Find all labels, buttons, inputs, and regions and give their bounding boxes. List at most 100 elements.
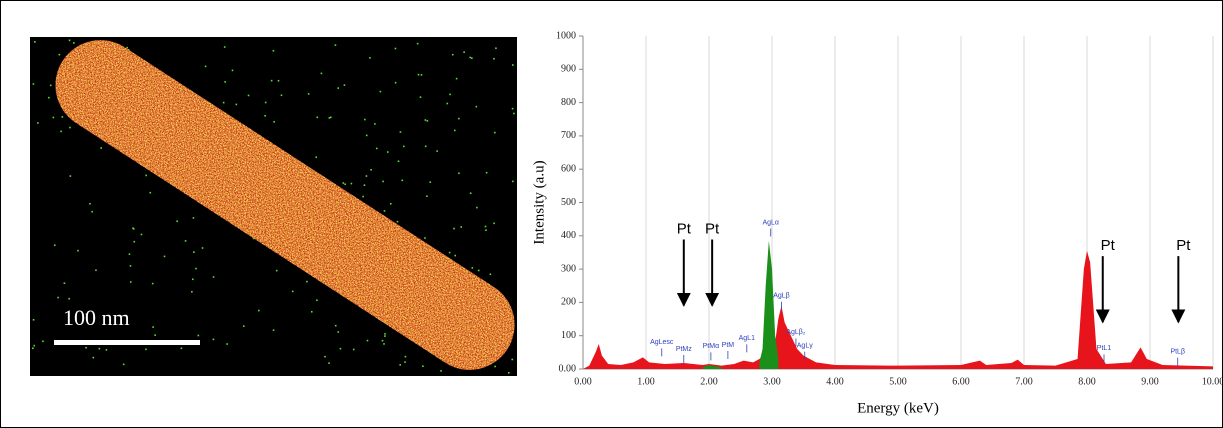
- map-dot: [316, 116, 319, 119]
- map-dot: [176, 220, 178, 223]
- map-dot: [339, 347, 342, 350]
- x-tick-label: 7.00: [1015, 376, 1033, 387]
- spectrum-area: [702, 365, 722, 369]
- map-dot: [342, 182, 345, 184]
- map-dot: [33, 344, 36, 347]
- map-dot: [57, 296, 59, 299]
- map-dot: [375, 147, 378, 150]
- map-dot: [334, 44, 337, 46]
- map-dot: [132, 227, 134, 230]
- map-dot: [453, 129, 456, 132]
- map-dot: [401, 179, 404, 182]
- map-dot: [511, 358, 514, 361]
- map-dot: [424, 237, 426, 239]
- map-dot: [337, 87, 340, 89]
- map-dot: [455, 77, 458, 80]
- map-dot: [133, 240, 136, 243]
- map-dot: [422, 365, 424, 368]
- map-dot: [307, 93, 310, 95]
- map-dot: [42, 340, 44, 343]
- map-dot: [424, 145, 427, 148]
- map-dot: [291, 290, 294, 293]
- map-dot: [511, 107, 514, 110]
- map-dot: [68, 297, 70, 300]
- peak-label: AgLγ: [797, 343, 813, 350]
- x-tick-label: 0.00: [574, 376, 592, 387]
- map-dot: [454, 254, 457, 257]
- map-dot: [469, 192, 472, 194]
- map-dot: [396, 220, 399, 223]
- x-tick-label: 10.00: [1202, 376, 1223, 387]
- map-dot: [512, 180, 514, 183]
- map-dot: [436, 150, 438, 152]
- map-dot: [419, 96, 422, 98]
- map-dot: [451, 53, 454, 56]
- peak-label: AgLβ: [773, 293, 789, 300]
- map-dot: [145, 348, 147, 351]
- map-dot: [426, 195, 428, 198]
- map-dot: [403, 145, 405, 148]
- map-dot: [231, 69, 234, 72]
- map-dot: [448, 251, 451, 254]
- map-dot: [350, 182, 353, 185]
- map-dot: [374, 123, 376, 125]
- map-dot: [128, 253, 131, 255]
- y-tick-label: 600: [561, 163, 576, 174]
- map-dot: [126, 46, 129, 49]
- map-dot: [493, 57, 495, 60]
- map-dot: [484, 225, 487, 228]
- map-dot: [383, 343, 385, 345]
- map-dot: [495, 47, 497, 50]
- map-dot: [184, 240, 187, 242]
- element-label: Pt: [677, 220, 692, 237]
- map-dot: [272, 329, 275, 331]
- map-dot: [469, 56, 471, 59]
- map-dot: [344, 183, 346, 186]
- map-dot: [494, 365, 496, 368]
- map-dot: [192, 278, 194, 281]
- y-tick-label: 700: [561, 130, 576, 141]
- map-dot: [52, 116, 55, 119]
- map-dot: [264, 114, 266, 117]
- map-dot: [389, 202, 392, 205]
- map-dot: [273, 120, 275, 123]
- map-dot: [32, 83, 35, 85]
- map-dot: [489, 273, 492, 276]
- map-dot: [453, 227, 455, 230]
- map-dot: [69, 126, 71, 129]
- map-dot: [129, 265, 132, 267]
- map-dot: [384, 333, 386, 335]
- map-dot: [364, 118, 366, 121]
- map-dot: [404, 355, 407, 358]
- map-dot: [394, 81, 397, 84]
- map-dot: [363, 184, 366, 186]
- map-dot: [507, 372, 510, 374]
- map-dot: [381, 339, 384, 342]
- map-dot: [424, 119, 427, 121]
- map-dot: [328, 117, 331, 119]
- map-dot: [58, 53, 61, 56]
- map-dot: [77, 249, 79, 252]
- map-dot: [416, 42, 419, 45]
- map-dot: [223, 46, 226, 48]
- scale-bar: [54, 340, 200, 345]
- y-tick-label: 800: [561, 97, 576, 108]
- map-dot: [100, 147, 102, 149]
- element-label: Pt: [1176, 237, 1191, 254]
- map-dot: [404, 361, 406, 363]
- map-dot: [352, 348, 355, 351]
- y-tick-label: 1000: [556, 30, 576, 41]
- map-dot: [485, 171, 488, 174]
- map-dot: [89, 202, 91, 205]
- map-dot: [513, 112, 515, 115]
- map-dot: [204, 65, 207, 68]
- map-dot: [328, 362, 330, 364]
- map-dot: [362, 195, 364, 198]
- map-dot: [397, 160, 400, 163]
- map-dot: [32, 347, 34, 350]
- map-dot: [191, 290, 193, 293]
- map-dot: [475, 105, 478, 108]
- map-dot: [95, 269, 97, 272]
- map-dot: [324, 355, 326, 358]
- peak-label: AgL1: [739, 335, 755, 342]
